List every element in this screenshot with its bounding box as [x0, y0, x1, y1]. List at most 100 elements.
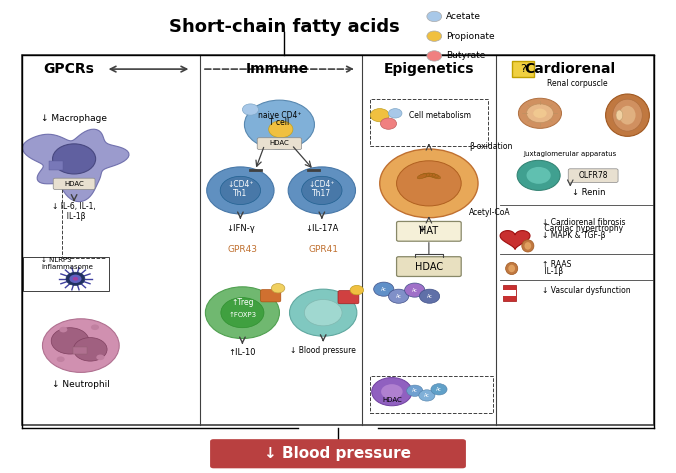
Text: Cardiac hypertrophy: Cardiac hypertrophy — [542, 224, 623, 233]
Text: Juxtaglomerular apparatus: Juxtaglomerular apparatus — [524, 151, 617, 157]
Circle shape — [91, 324, 99, 330]
FancyBboxPatch shape — [569, 169, 618, 183]
Ellipse shape — [431, 174, 441, 179]
Circle shape — [96, 355, 104, 360]
Text: GPR43: GPR43 — [227, 245, 258, 254]
Ellipse shape — [506, 263, 518, 275]
Circle shape — [427, 51, 441, 61]
Text: Propionate: Propionate — [446, 32, 495, 41]
Text: Ac: Ac — [381, 287, 387, 292]
Text: Ac: Ac — [395, 294, 402, 299]
Circle shape — [370, 109, 389, 122]
Circle shape — [380, 149, 478, 218]
Bar — [74, 347, 87, 354]
Text: Acetyl-CoA: Acetyl-CoA — [469, 208, 511, 217]
Text: Cell metabolism: Cell metabolism — [410, 111, 471, 120]
Text: ↓ Vascular dysfunction: ↓ Vascular dysfunction — [542, 286, 631, 295]
Circle shape — [389, 289, 409, 303]
Text: HDAC: HDAC — [270, 140, 289, 147]
Circle shape — [221, 298, 264, 328]
Circle shape — [73, 277, 78, 280]
Text: Cardiorenal: Cardiorenal — [525, 62, 616, 76]
Text: ↓IL-17A: ↓IL-17A — [305, 224, 339, 233]
Circle shape — [372, 377, 412, 406]
Text: Short-chain fatty acids: Short-chain fatty acids — [169, 18, 400, 36]
Text: Ac: Ac — [412, 288, 418, 293]
Circle shape — [374, 282, 394, 296]
Text: HDAC: HDAC — [64, 181, 84, 187]
Ellipse shape — [612, 99, 642, 131]
Text: ↓ Blood pressure: ↓ Blood pressure — [290, 346, 356, 355]
Circle shape — [301, 176, 342, 204]
Text: OLFR78: OLFR78 — [579, 171, 608, 180]
Circle shape — [405, 283, 425, 297]
FancyBboxPatch shape — [260, 289, 281, 302]
Text: ↑ RAAS: ↑ RAAS — [542, 260, 571, 269]
FancyBboxPatch shape — [370, 99, 488, 146]
Text: β-oxidation: β-oxidation — [469, 142, 512, 151]
Text: Butyrate: Butyrate — [446, 52, 486, 61]
Polygon shape — [500, 231, 530, 249]
Circle shape — [51, 328, 89, 354]
Text: Th17: Th17 — [312, 189, 331, 198]
Text: ↓ Cardiorenal fibrosis: ↓ Cardiorenal fibrosis — [542, 218, 625, 227]
Ellipse shape — [417, 174, 427, 179]
Ellipse shape — [619, 106, 635, 124]
FancyBboxPatch shape — [370, 376, 493, 413]
Circle shape — [245, 100, 314, 149]
Circle shape — [66, 272, 85, 285]
Text: Th1: Th1 — [233, 189, 247, 198]
Circle shape — [289, 289, 357, 336]
Circle shape — [206, 287, 279, 339]
Text: Ac: Ac — [412, 388, 418, 393]
Text: ↓ NLRP3
inflammasome: ↓ NLRP3 inflammasome — [41, 257, 93, 270]
Text: Epigenetics: Epigenetics — [384, 62, 474, 76]
Circle shape — [74, 338, 107, 361]
FancyBboxPatch shape — [397, 221, 461, 241]
Circle shape — [57, 357, 65, 362]
Ellipse shape — [428, 173, 438, 177]
Bar — [23, 257, 109, 290]
Circle shape — [518, 98, 562, 128]
Text: ↓ Renin: ↓ Renin — [572, 188, 605, 197]
Circle shape — [397, 161, 461, 206]
Circle shape — [533, 109, 547, 118]
FancyBboxPatch shape — [210, 439, 466, 468]
Circle shape — [70, 275, 82, 283]
Text: Ac: Ac — [424, 393, 430, 398]
Text: ↓IFN-γ: ↓IFN-γ — [226, 224, 255, 233]
Circle shape — [431, 384, 447, 395]
Text: ↑FOXP3: ↑FOXP3 — [228, 312, 256, 318]
Text: HAT: HAT — [419, 226, 439, 236]
Bar — [49, 161, 64, 170]
Circle shape — [381, 384, 403, 399]
Text: IL-1β: IL-1β — [542, 267, 563, 276]
FancyBboxPatch shape — [397, 257, 461, 277]
Text: ↓ MAPK & TGF-β: ↓ MAPK & TGF-β — [542, 231, 606, 240]
Text: HDAC: HDAC — [382, 397, 402, 403]
Text: ?: ? — [521, 64, 526, 74]
Text: ↓ Macrophage: ↓ Macrophage — [41, 114, 107, 123]
Circle shape — [517, 160, 560, 191]
Text: Ac: Ac — [436, 387, 442, 392]
Text: ↑IL-10: ↑IL-10 — [228, 348, 256, 357]
Text: GPR41: GPR41 — [308, 245, 338, 254]
Circle shape — [527, 104, 554, 123]
Circle shape — [407, 385, 422, 396]
Circle shape — [288, 167, 356, 214]
Text: GPCRs: GPCRs — [43, 62, 94, 76]
Circle shape — [59, 327, 68, 333]
Circle shape — [527, 167, 551, 184]
Circle shape — [43, 319, 119, 372]
Circle shape — [53, 144, 95, 174]
Polygon shape — [22, 129, 129, 201]
Text: Acetate: Acetate — [446, 12, 481, 21]
Text: ↓ Blood pressure: ↓ Blood pressure — [264, 446, 412, 461]
FancyBboxPatch shape — [53, 178, 95, 190]
Text: ↓ IL-6, IL-1,
  IL-1β: ↓ IL-6, IL-1, IL-1β — [52, 202, 96, 221]
Text: ↑Treg: ↑Treg — [231, 298, 254, 307]
Circle shape — [419, 390, 435, 401]
Ellipse shape — [422, 173, 433, 177]
Text: ↓CD4⁺: ↓CD4⁺ — [308, 180, 335, 189]
Ellipse shape — [522, 240, 534, 252]
